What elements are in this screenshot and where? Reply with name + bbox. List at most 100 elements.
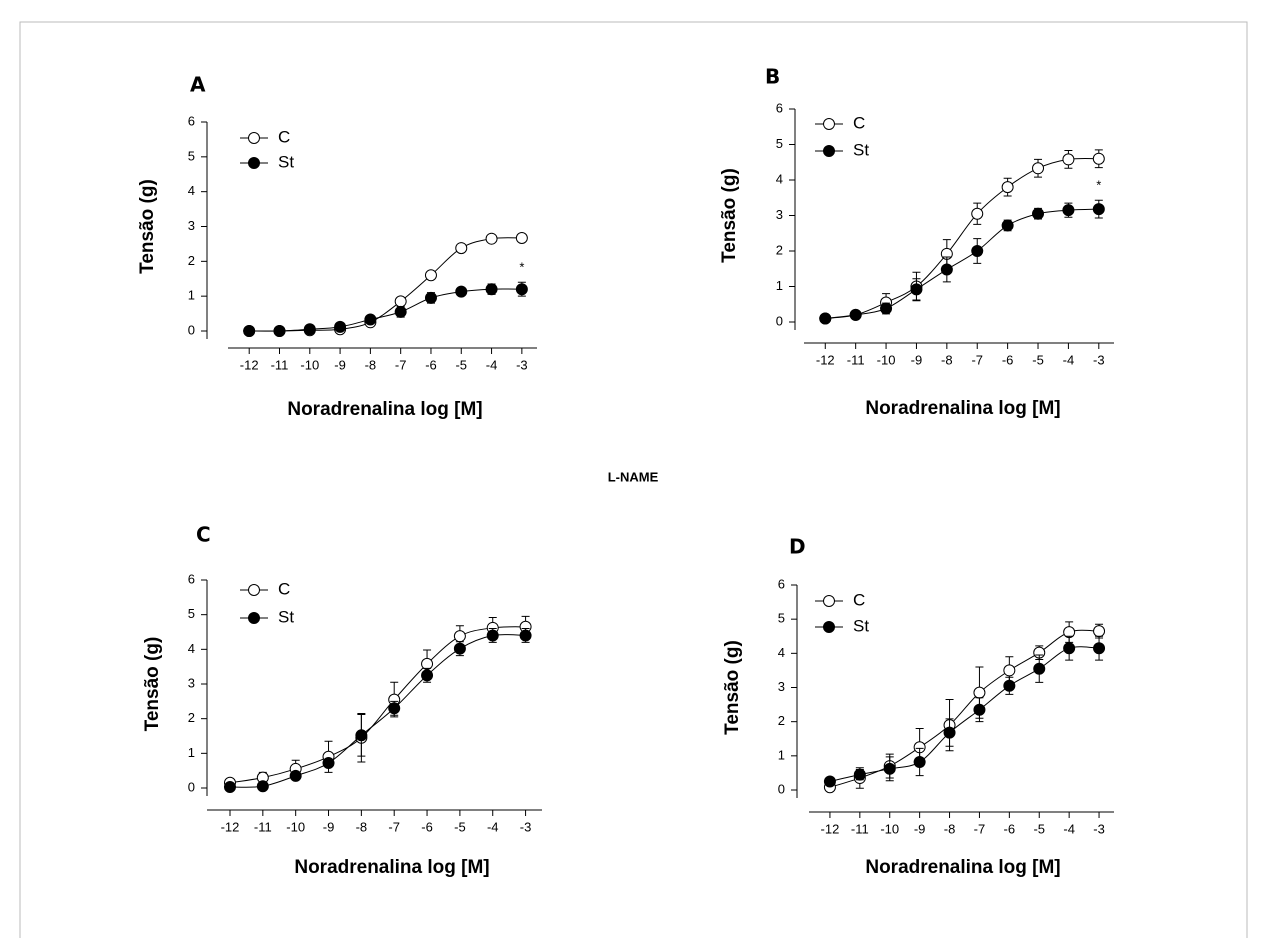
x-tick-label: -11 xyxy=(851,821,869,836)
y-tick-label: 5 xyxy=(778,611,785,626)
legend-label: C xyxy=(853,113,865,132)
legend-marker xyxy=(823,118,835,130)
point xyxy=(943,726,956,739)
y-tick-label: 1 xyxy=(188,745,195,760)
point xyxy=(453,642,466,655)
x-tick-label: -8 xyxy=(365,357,377,372)
point xyxy=(303,323,316,336)
point xyxy=(1001,219,1014,232)
y-tick-label: 3 xyxy=(776,207,783,222)
y-tick-label: 3 xyxy=(778,679,785,694)
y-tick-label: 1 xyxy=(778,747,785,762)
legend-marker xyxy=(248,157,260,169)
x-tick-label: -4 xyxy=(1063,352,1075,367)
point xyxy=(971,245,984,257)
curve xyxy=(825,158,1099,319)
point xyxy=(823,775,836,788)
x-tick-label: -8 xyxy=(944,821,956,836)
y-tick-label: 4 xyxy=(776,171,783,186)
point xyxy=(355,729,368,742)
x-tick-label: -7 xyxy=(395,357,407,372)
x-tick-label: -10 xyxy=(300,357,319,372)
section-label: L-NAME xyxy=(608,469,659,484)
frame xyxy=(19,21,1248,938)
curve xyxy=(825,208,1099,319)
point xyxy=(394,295,407,308)
point xyxy=(1062,204,1075,217)
point xyxy=(849,308,862,321)
x-tick-label: -6 xyxy=(1004,821,1016,836)
point xyxy=(940,263,953,276)
point xyxy=(880,302,893,315)
point xyxy=(1063,642,1076,655)
x-tick-label: -6 xyxy=(425,357,437,372)
point xyxy=(1092,152,1105,165)
x-tick-label: -9 xyxy=(334,357,346,372)
y-tick-label: 6 xyxy=(778,576,785,591)
point xyxy=(973,686,986,699)
point xyxy=(322,757,335,770)
legend-marker xyxy=(823,595,835,607)
point xyxy=(1003,664,1016,677)
panel-letter: B xyxy=(765,65,780,89)
x-tick-label: -7 xyxy=(388,819,400,834)
y-tick-label: 4 xyxy=(188,641,195,656)
point xyxy=(1001,181,1014,194)
point xyxy=(394,305,407,318)
point xyxy=(455,242,468,255)
x-tick-label: -3 xyxy=(520,819,532,834)
y-tick-label: 5 xyxy=(188,148,195,163)
legend-marker xyxy=(248,132,260,144)
point xyxy=(424,269,437,282)
x-tick-label: -12 xyxy=(816,352,835,367)
x-tick-label: -11 xyxy=(847,352,865,367)
y-tick-label: 0 xyxy=(188,779,195,794)
curve xyxy=(229,634,526,788)
point xyxy=(485,232,498,245)
x-tick-label: -3 xyxy=(516,357,528,372)
y-axis-label: Tensão (g) xyxy=(137,179,158,274)
point xyxy=(1093,625,1106,638)
curve xyxy=(249,288,522,332)
x-tick-label: -3 xyxy=(1093,821,1105,836)
point xyxy=(485,283,498,296)
y-tick-label: 0 xyxy=(778,781,785,796)
panel-letter: D xyxy=(789,535,806,559)
legend-marker xyxy=(823,621,835,633)
y-tick-label: 1 xyxy=(776,278,783,293)
curve xyxy=(829,646,1100,782)
curve xyxy=(229,626,526,784)
point xyxy=(1032,207,1045,220)
x-tick-label: -5 xyxy=(454,819,466,834)
legend-label: St xyxy=(278,607,294,626)
x-tick-label: -9 xyxy=(914,821,926,836)
point xyxy=(453,630,466,643)
y-tick-label: 6 xyxy=(776,100,783,115)
legend-label: St xyxy=(278,152,294,171)
y-tick-label: 0 xyxy=(188,322,195,337)
y-tick-label: 3 xyxy=(188,675,195,690)
point xyxy=(1033,662,1046,675)
x-tick-label: -10 xyxy=(880,821,899,836)
x-axis-label: Noradrenalina log [M] xyxy=(294,857,489,878)
point xyxy=(223,780,236,793)
point xyxy=(515,231,528,244)
x-tick-label: -4 xyxy=(487,819,499,834)
y-tick-label: 2 xyxy=(188,710,195,725)
y-tick-label: 0 xyxy=(776,313,783,328)
x-tick-label: -4 xyxy=(1063,821,1075,836)
y-tick-label: 4 xyxy=(778,645,785,660)
point xyxy=(519,629,532,642)
point xyxy=(388,702,401,715)
x-tick-label: -12 xyxy=(821,821,840,836)
x-tick-label: -11 xyxy=(254,819,272,834)
y-axis-label: Tensão (g) xyxy=(719,168,740,263)
y-tick-label: 2 xyxy=(776,242,783,257)
point xyxy=(819,312,832,325)
point xyxy=(289,769,302,782)
point xyxy=(334,320,347,333)
point xyxy=(883,762,896,775)
point xyxy=(1093,642,1106,655)
legend-label: St xyxy=(853,616,869,635)
